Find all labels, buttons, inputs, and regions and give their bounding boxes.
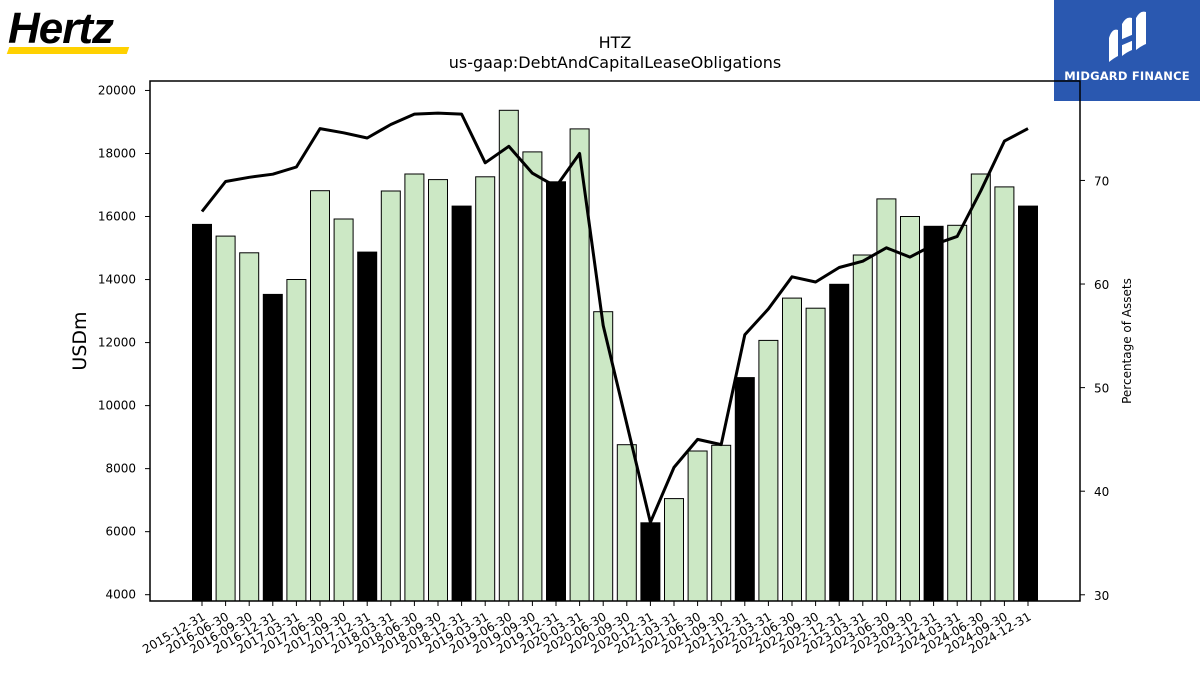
bar-2021-06-30 [687,450,708,602]
bar-2023-12-31 [923,225,944,602]
y2-tick-label: 30 [1094,589,1109,603]
bar-2020-09-30 [616,444,637,602]
bar-2017-09-30 [333,218,354,602]
chart-subtitle: us-gaap:DebtAndCapitalLeaseObligations [449,53,782,72]
bar-2017-03-31 [286,279,307,602]
midgard-finance-logo: MIDGARD FINANCE [1054,0,1200,101]
bar-2016-12-31 [262,293,283,602]
y2-tick-label: 40 [1094,485,1109,499]
bar-2023-03-31 [852,254,873,602]
bar-2019-03-31 [475,176,496,602]
x-axis: 2015-12-312016-06-302016-09-302016-12-31… [140,601,1034,656]
bar-2022-12-31 [829,283,850,602]
bar-2018-03-31 [380,190,401,602]
bar-2023-09-30 [900,216,920,602]
bar-2021-12-31 [734,377,755,602]
bar-2020-12-31 [640,522,661,602]
hertz-logo-text: Hertz [8,4,114,53]
chart-title: HTZ [599,33,632,52]
bar-2016-06-30 [215,235,236,602]
bar-2022-06-30 [782,297,802,602]
y2-axis-label: Percentage of Assets [1120,278,1134,404]
bar-2021-09-30 [711,444,732,602]
y-tick-label: 14000 [98,273,136,287]
bar-2024-09-30 [994,186,1015,602]
bar-2021-03-31 [664,498,684,602]
midgard-emblem-icon [1109,11,1146,62]
y2-tick-label: 70 [1094,174,1109,188]
y-tick-label: 8000 [105,462,136,476]
plot-frame [149,80,1081,602]
bar-2017-12-31 [357,251,378,602]
y-tick-label: 16000 [98,210,136,224]
bar-2019-12-31 [546,181,566,602]
y-axis-label: USDm [69,311,91,370]
line-layer [200,111,1029,524]
bar-2018-12-31 [451,205,472,602]
bars-layer [192,109,1038,602]
bar-2024-12-31 [1018,205,1038,602]
y-tick-label: 10000 [98,399,136,413]
bar-2019-06-30 [498,109,519,602]
bar-2023-06-30 [876,198,897,602]
bar-2015-12-31 [192,223,212,602]
y-tick-label: 6000 [105,525,136,539]
bar-2024-06-30 [970,173,991,602]
bar-2016-09-30 [239,252,260,602]
percentage-of-assets-line [200,111,1029,524]
y-tick-label: 4000 [105,588,136,602]
bar-2017-06-30 [310,190,330,602]
bar-2022-03-31 [758,339,779,602]
y2-tick-label: 50 [1094,382,1109,396]
y-tick-label: 20000 [98,83,136,97]
hertz-logo: Hertz [6,4,138,54]
bar-2018-06-30 [404,173,425,602]
y2-tick-label: 60 [1094,278,1109,292]
midgard-finance-logo-text: MIDGARD FINANCE [1064,69,1190,83]
y-tick-label: 18000 [98,146,136,160]
bar-2019-09-30 [522,151,543,602]
y-axis-left: 4000 6000 8000 10000 12000 14000 16000 18000 200… [98,83,150,602]
bar-2018-09-30 [428,179,448,602]
bar-2024-03-31 [947,224,968,602]
y-axis-right: 30 40 50 60 70 [1080,174,1109,603]
y-tick-label: 12000 [98,336,136,350]
bar-2022-09-30 [805,307,826,602]
